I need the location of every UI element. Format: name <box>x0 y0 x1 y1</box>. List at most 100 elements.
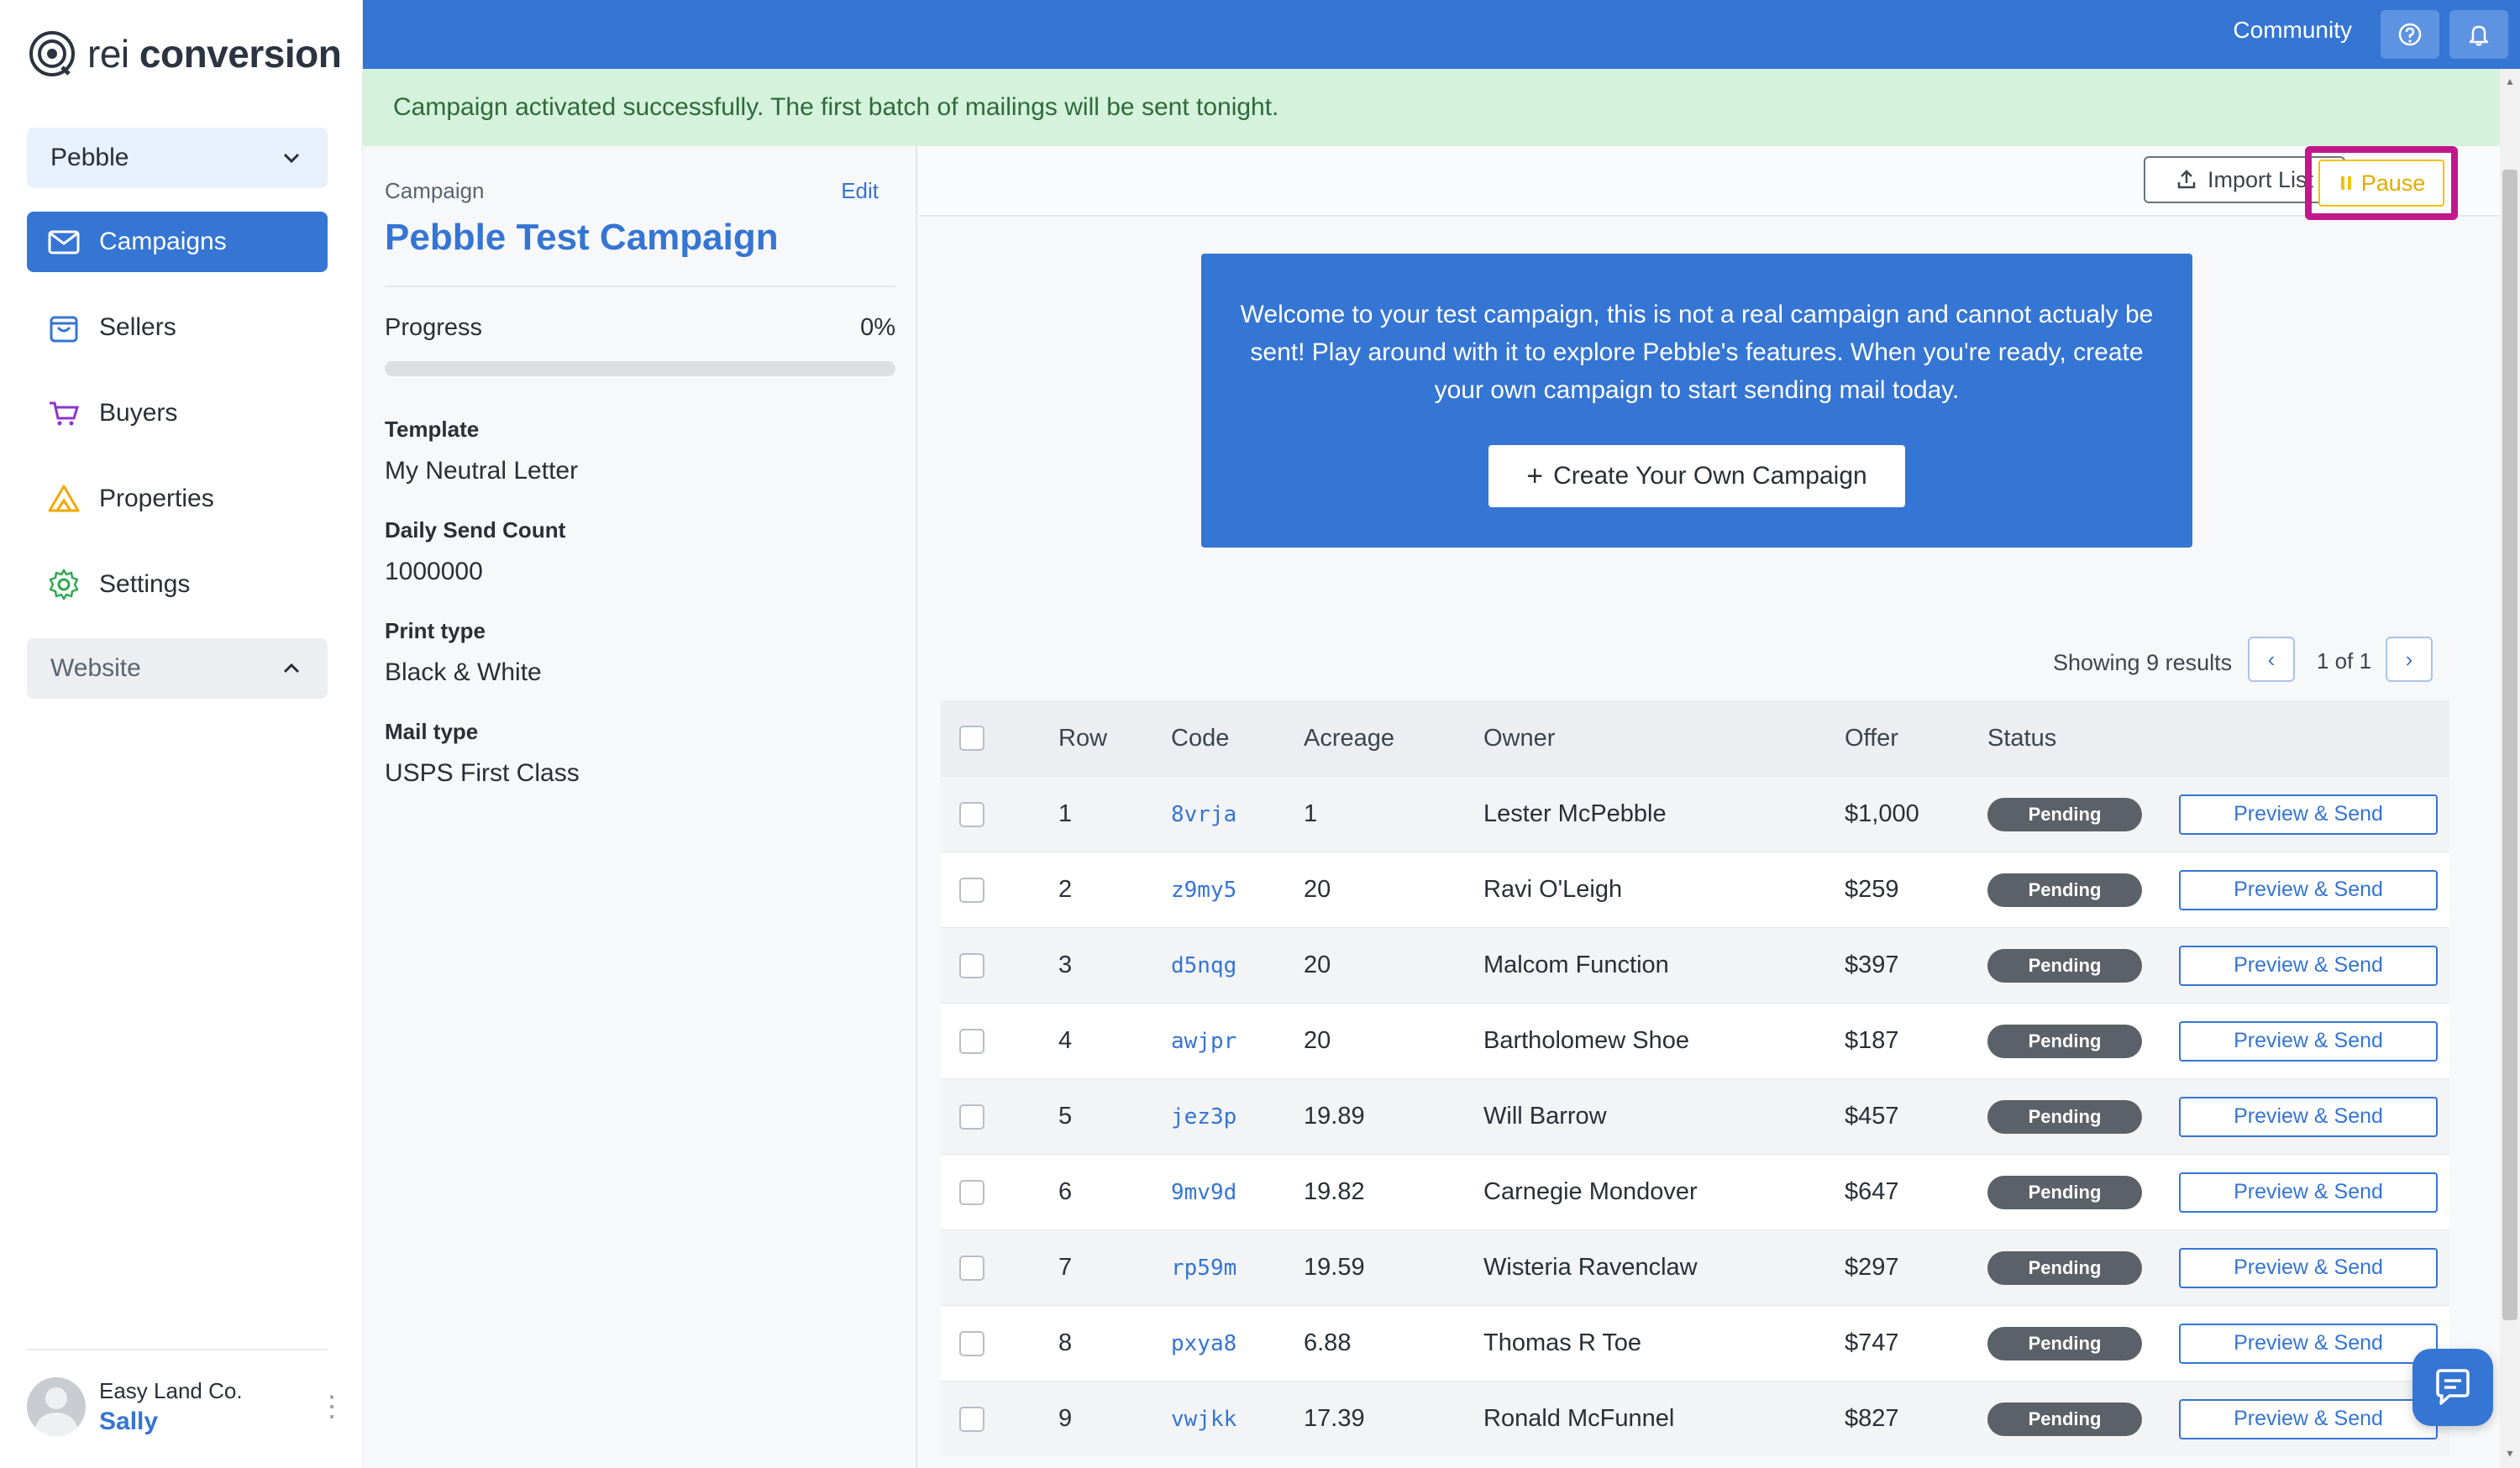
pause-button[interactable]: Pause <box>2318 160 2444 207</box>
workspace-select[interactable]: Pebble <box>27 128 328 188</box>
row-owner: Malcom Function <box>1483 952 1669 978</box>
avatar <box>27 1377 86 1436</box>
preview-send-button[interactable]: Preview & Send <box>2179 1398 2438 1439</box>
sidebar-item-buyers[interactable]: Buyers <box>27 383 328 443</box>
print-type-value: Black & White <box>385 658 542 686</box>
status-badge: Pending <box>1987 873 2142 907</box>
row-code-link[interactable]: rp59m <box>1171 1255 1237 1281</box>
mailings-table: Row Code Acreage Owner Offer Status 1 8vr… <box>941 700 2449 1456</box>
status-badge: Pending <box>1987 797 2142 831</box>
select-all-checkbox[interactable] <box>959 726 984 751</box>
row-code-link[interactable]: vwjkk <box>1171 1406 1237 1432</box>
user-name: Sally <box>99 1407 159 1435</box>
row-offer: $1,000 <box>1845 800 1919 827</box>
welcome-text: Welcome to your test campaign, this is n… <box>1240 301 2154 404</box>
status-badge: Pending <box>1987 1175 2142 1209</box>
scroll-up-icon[interactable]: ▴ <box>2507 74 2513 87</box>
sidebar-item-campaigns[interactable]: Campaigns <box>27 212 328 272</box>
table-row: 5 jez3p 19.89 Will Barrow $457 Pending Preview… <box>941 1078 2449 1154</box>
row-checkbox[interactable] <box>959 877 984 903</box>
row-offer: $297 <box>1845 1254 1899 1281</box>
chat-button[interactable] <box>2412 1349 2493 1426</box>
preview-send-button[interactable]: Preview & Send <box>2179 794 2438 835</box>
row-code-link[interactable]: awjpr <box>1171 1028 1237 1054</box>
table-row: 1 8vrja 1 Lester McPebble $1,000 Pending Previ… <box>941 776 2449 852</box>
row-code-link[interactable]: jez3p <box>1171 1104 1237 1130</box>
help-button[interactable] <box>2381 10 2439 59</box>
sidebar-item-sellers[interactable]: Sellers <box>27 297 328 358</box>
envelope-icon <box>48 230 80 254</box>
community-link[interactable]: Community <box>2233 17 2352 43</box>
sidebar-item-properties[interactable]: Properties <box>27 469 328 529</box>
preview-send-button[interactable]: Preview & Send <box>2179 869 2438 910</box>
row-offer: $457 <box>1845 1103 1899 1130</box>
bag-icon <box>50 316 78 343</box>
row-owner: Wisteria Ravenclaw <box>1483 1254 1698 1281</box>
row-checkbox[interactable] <box>959 801 984 827</box>
row-code-link[interactable]: 8vrja <box>1171 801 1237 827</box>
website-select[interactable]: Website <box>27 638 328 699</box>
row-checkbox[interactable] <box>959 1406 984 1432</box>
row-acreage: 19.59 <box>1304 1254 1365 1281</box>
import-list-button[interactable]: Import List <box>2144 156 2345 203</box>
table-header: Row Code Acreage Owner Offer Status <box>941 700 2449 776</box>
chevron-down-icon <box>283 153 300 164</box>
preview-send-button[interactable]: Preview & Send <box>2179 1247 2438 1288</box>
row-owner: Ronald McFunnel <box>1483 1405 1675 1432</box>
create-campaign-label: Create Your Own Campaign <box>1553 462 1867 490</box>
preview-send-button[interactable]: Preview & Send <box>2179 1172 2438 1213</box>
chat-icon <box>2436 1369 2470 1405</box>
row-checkbox[interactable] <box>959 1028 984 1054</box>
row-owner: Will Barrow <box>1483 1103 1607 1130</box>
row-number: 6 <box>1058 1178 1073 1205</box>
column-header-acreage: Acreage <box>1304 724 1395 752</box>
logo[interactable]: rei conversion <box>29 29 342 79</box>
scroll-down-icon[interactable]: ▾ <box>2507 1446 2513 1460</box>
row-checkbox[interactable] <box>959 1179 984 1205</box>
row-checkbox[interactable] <box>959 1104 984 1130</box>
preview-send-button[interactable]: Preview & Send <box>2179 1323 2438 1364</box>
row-checkbox[interactable] <box>959 952 984 978</box>
row-owner: Lester McPebble <box>1483 800 1667 827</box>
row-offer: $259 <box>1845 876 1899 903</box>
status-badge: Pending <box>1987 1402 2142 1436</box>
progress-value: 0% <box>860 314 895 341</box>
sidebar-item-settings[interactable]: Settings <box>27 554 328 615</box>
column-header-offer: Offer <box>1845 724 1898 752</box>
chevron-right-icon: › <box>2405 646 2413 672</box>
row-checkbox[interactable] <box>959 1330 984 1356</box>
row-code-link[interactable]: d5nqg <box>1171 952 1237 978</box>
more-options-icon[interactable]: ⋮ <box>318 1391 346 1423</box>
preview-send-button[interactable]: Preview & Send <box>2179 945 2438 986</box>
row-code-link[interactable]: 9mv9d <box>1171 1179 1237 1205</box>
progress-row: Progress 0% <box>385 314 895 342</box>
prev-page-button[interactable]: ‹ <box>2248 637 2295 682</box>
status-badge: Pending <box>1987 1326 2142 1361</box>
bell-icon <box>2469 25 2489 46</box>
print-type-label: Print type <box>385 618 486 643</box>
row-code-link[interactable]: pxya8 <box>1171 1330 1237 1356</box>
preview-send-button[interactable]: Preview & Send <box>2179 1096 2438 1137</box>
status-badge: Pending <box>1987 1250 2142 1285</box>
scrollbar[interactable]: ▴ ▾ <box>2500 69 2520 1468</box>
help-icon <box>2398 23 2422 46</box>
next-page-button[interactable]: › <box>2386 637 2433 682</box>
create-campaign-button[interactable]: + Create Your Own Campaign <box>1488 445 1905 507</box>
gear-icon <box>49 569 79 600</box>
pause-highlight: Pause <box>2305 146 2458 220</box>
table-row: 3 d5nqg 20 Malcom Function $397 Pending Previe… <box>941 927 2449 1003</box>
column-header-status: Status <box>1987 724 2057 752</box>
campaign-label: Campaign <box>385 178 485 203</box>
row-checkbox[interactable] <box>959 1255 984 1281</box>
sidebar-item-label: Settings <box>99 570 191 598</box>
row-number: 9 <box>1058 1405 1073 1432</box>
scrollbar-thumb[interactable] <box>2502 170 2517 1320</box>
preview-send-button[interactable]: Preview & Send <box>2179 1020 2438 1062</box>
table-body: 1 8vrja 1 Lester McPebble $1,000 Pending Previ… <box>941 776 2449 1456</box>
cart-icon <box>50 401 80 426</box>
notifications-button[interactable] <box>2449 10 2508 59</box>
edit-campaign-link[interactable]: Edit <box>841 178 879 203</box>
row-code-link[interactable]: z9my5 <box>1171 877 1237 903</box>
top-bar: Community <box>363 0 2520 69</box>
user-profile[interactable]: Easy Land Co. Sally ⋮ <box>27 1374 346 1439</box>
